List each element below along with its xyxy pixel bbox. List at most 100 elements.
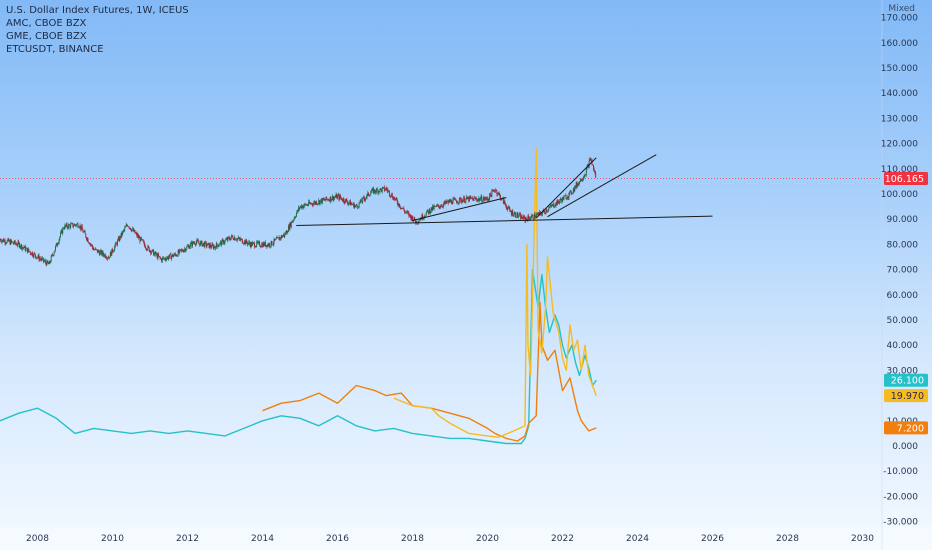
dxy-candle <box>29 251 31 254</box>
dxy-candle <box>297 210 299 211</box>
price-tag-etcusdt[interactable] <box>884 373 928 387</box>
dxy-candle <box>21 244 23 250</box>
trendline-2[interactable] <box>412 197 507 221</box>
dxy-candle <box>352 203 354 205</box>
dxy-candle <box>563 196 565 200</box>
dxy-candle <box>503 200 505 204</box>
dxy-candle <box>493 190 495 191</box>
dxy-candle <box>254 246 256 248</box>
dxy-candle <box>282 234 284 236</box>
dxy-candle <box>577 184 579 186</box>
dxy-candle <box>392 197 394 200</box>
dxy-candle <box>455 198 457 201</box>
dxy-candle <box>81 226 83 230</box>
dxy-candle <box>319 200 321 205</box>
dxy-candle <box>484 197 486 200</box>
dxy-candle <box>181 249 183 251</box>
dxy-candle <box>101 250 103 255</box>
dxy-candle <box>67 227 69 229</box>
dxy-candle <box>363 197 364 198</box>
series-line-etcusdt[interactable] <box>0 268 597 445</box>
dxy-candle <box>40 259 42 260</box>
dxy-candle <box>286 230 288 233</box>
trendline-3[interactable] <box>535 157 597 219</box>
dxy-candle <box>341 198 343 201</box>
series-line-gme[interactable] <box>393 147 597 438</box>
dxy-candle <box>285 230 287 235</box>
legend: U.S. Dollar Index Futures, 1W, ICEUS AMC… <box>6 4 189 56</box>
dxy-candle <box>52 255 54 256</box>
dxy-candle <box>578 181 580 186</box>
dxy-candle <box>408 212 410 217</box>
dxy-candle <box>376 188 378 190</box>
trendline-4[interactable] <box>547 154 657 218</box>
trendline-1[interactable] <box>296 215 713 226</box>
dxy-candle <box>585 174 587 176</box>
dxy-candle <box>100 250 102 252</box>
dxy-candle <box>112 251 114 252</box>
dxy-candle <box>469 196 470 202</box>
dxy-candle <box>433 206 435 210</box>
dxy-candle <box>29 251 31 252</box>
dxy-candle <box>513 213 515 216</box>
dxy-candle <box>461 200 463 203</box>
dxy-candle <box>143 241 144 242</box>
legend-amc[interactable]: AMC, CBOE BZX <box>6 18 87 29</box>
price-tag-amc[interactable] <box>884 421 928 435</box>
dxy-candle <box>523 215 525 218</box>
time-axis-band[interactable] <box>0 527 932 550</box>
dxy-candle <box>383 187 385 188</box>
dxy-candle <box>307 205 309 206</box>
dxy-candle <box>60 232 62 237</box>
dxy-candle <box>355 205 356 207</box>
dxy-candle <box>123 229 125 231</box>
dxy-candle <box>301 205 303 209</box>
dxy-candle <box>534 213 536 218</box>
dxy-candle <box>256 241 258 246</box>
price-tag-gme[interactable] <box>884 389 928 403</box>
dxy-candle <box>167 256 169 260</box>
dxy-candle <box>313 203 315 206</box>
dxy-candle <box>514 212 516 214</box>
price-tag-dxy[interactable] <box>884 171 928 185</box>
dxy-candle <box>145 247 147 249</box>
scale-mode-label[interactable]: Mixed <box>888 4 915 14</box>
dxy-candle <box>476 198 478 200</box>
dxy-candle <box>462 200 464 203</box>
dxy-candle <box>161 258 163 262</box>
dxy-candle <box>435 206 437 207</box>
dxy-candle <box>138 237 140 239</box>
dxy-candle <box>389 195 391 197</box>
dxy-candle <box>378 190 380 194</box>
dxy-candle <box>445 200 447 203</box>
dxy-candle <box>295 216 297 218</box>
dxy-candle <box>422 214 424 219</box>
dxy-candle <box>35 256 37 259</box>
legend-gme[interactable]: GME, CBOE BZX <box>6 31 87 42</box>
series-line-amc[interactable] <box>262 301 597 442</box>
y-tick-label: 110.000 <box>881 165 918 175</box>
dxy-candle <box>287 231 289 233</box>
y-tick-label: 60.000 <box>887 291 919 301</box>
dxy-candle <box>533 218 535 220</box>
dxy-candle <box>72 223 74 227</box>
dxy-candle <box>427 211 429 214</box>
dxy-candle <box>306 204 308 206</box>
dxy-candle <box>400 207 402 209</box>
dxy-candle <box>25 248 27 251</box>
dxy-candle <box>190 242 192 244</box>
dxy-candle <box>456 202 458 204</box>
dxy-candle <box>121 232 123 236</box>
dxy-candle <box>590 158 592 161</box>
dxy-candle <box>464 201 466 203</box>
dxy-candle <box>26 247 28 249</box>
dxy-candle <box>184 248 186 251</box>
legend-etcusdt[interactable]: ETCUSDT, BINANCE <box>6 44 104 55</box>
dxy-candle <box>15 243 17 245</box>
legend-main-symbol[interactable]: U.S. Dollar Index Futures, 1W, ICEUS <box>6 5 189 16</box>
dxy-candle <box>218 245 219 247</box>
dxy-candle <box>129 227 131 229</box>
dxy-candle <box>19 243 20 248</box>
